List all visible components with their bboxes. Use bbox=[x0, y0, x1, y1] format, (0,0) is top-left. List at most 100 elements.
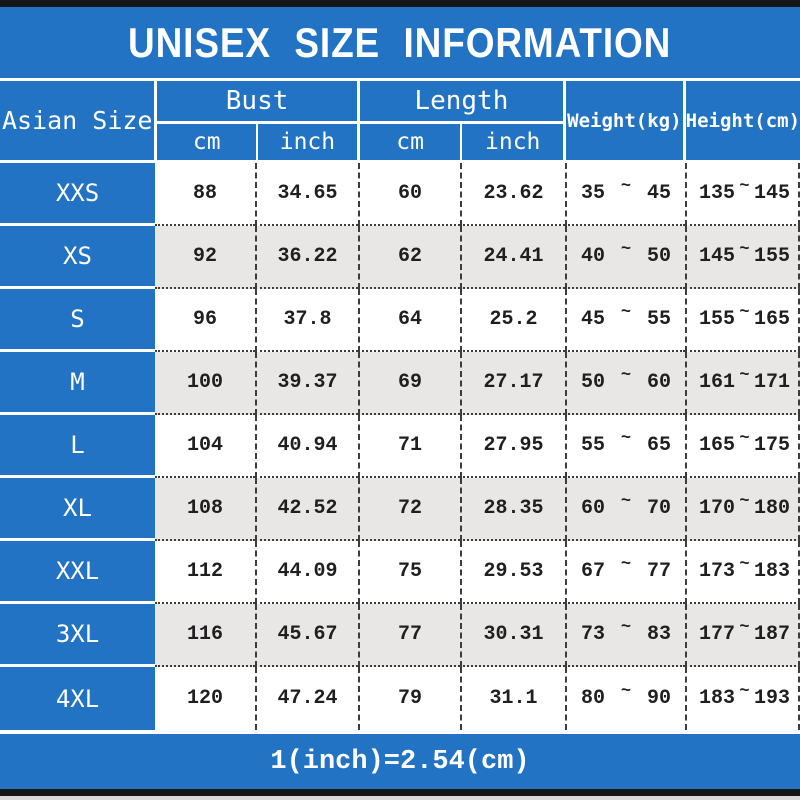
weight-max: 90 bbox=[646, 687, 671, 710]
table-row: 3XL 116 45.67 77 30.31 73 ~ 83 177 ~ 187 bbox=[0, 604, 800, 667]
weight-range-cell: 50 ~ 60 bbox=[565, 352, 685, 415]
height-range-cell: 135 ~ 145 bbox=[685, 163, 800, 226]
height-range-cell: 161 ~ 171 bbox=[685, 352, 800, 415]
weight-min: 45 bbox=[581, 308, 606, 331]
bust-header: Bust bbox=[157, 81, 357, 124]
height-min: 183 bbox=[699, 687, 736, 710]
height-min: 177 bbox=[699, 623, 736, 646]
tilde: ~ bbox=[739, 682, 750, 701]
length-cm-value: 71 bbox=[358, 415, 460, 478]
weight-min: 50 bbox=[581, 371, 606, 394]
weight-range-cell: 35 ~ 45 bbox=[565, 163, 685, 226]
bust-inch-value: 44.09 bbox=[255, 541, 358, 604]
table-row: XL 108 42.52 72 28.35 60 ~ 70 170 ~ 180 bbox=[0, 478, 800, 541]
height-max: 187 bbox=[753, 623, 790, 646]
bust-cm-value: 120 bbox=[155, 667, 255, 730]
tilde: ~ bbox=[739, 303, 750, 322]
weight-range-cell: 67 ~ 77 bbox=[565, 541, 685, 604]
weight-min: 55 bbox=[581, 434, 606, 457]
tilde: ~ bbox=[739, 618, 750, 637]
bust-cm-value: 116 bbox=[155, 604, 255, 667]
weight-max: 77 bbox=[646, 560, 671, 583]
bottom-light-strip bbox=[0, 796, 800, 800]
tilde: ~ bbox=[739, 240, 750, 259]
conversion-note: 1(inch)=2.54(cm) bbox=[270, 746, 530, 777]
page-title: UNISEX SIZE INFORMATION bbox=[128, 18, 672, 66]
height-max: 175 bbox=[753, 434, 790, 457]
bust-inch-value: 36.22 bbox=[255, 226, 358, 289]
length-inch-value: 30.31 bbox=[460, 604, 565, 667]
height-min: 165 bbox=[699, 434, 736, 457]
tilde: ~ bbox=[620, 366, 632, 385]
table-row: XS 92 36.22 62 24.41 40 ~ 50 145 ~ 155 bbox=[0, 226, 800, 289]
top-black-bar bbox=[0, 0, 800, 7]
divider bbox=[0, 78, 800, 81]
tilde: ~ bbox=[739, 177, 750, 196]
height-range-cell: 145 ~ 155 bbox=[685, 226, 800, 289]
height-max: 155 bbox=[753, 245, 790, 268]
bust-inch-value: 42.52 bbox=[255, 478, 358, 541]
tilde: ~ bbox=[620, 492, 632, 511]
weight-max: 70 bbox=[646, 497, 671, 520]
asian-size-header: Asian Size bbox=[0, 81, 155, 160]
weight-max: 55 bbox=[646, 308, 671, 331]
length-inch-value: 24.41 bbox=[460, 226, 565, 289]
tilde: ~ bbox=[620, 240, 632, 259]
size-label: XS bbox=[0, 226, 155, 289]
height-range-cell: 170 ~ 180 bbox=[685, 478, 800, 541]
weight-min: 80 bbox=[581, 687, 606, 710]
height-min: 170 bbox=[699, 497, 736, 520]
weight-max: 45 bbox=[646, 182, 671, 205]
bust-inch-value: 39.37 bbox=[255, 352, 358, 415]
height-max: 145 bbox=[753, 182, 790, 205]
table-header: Asian Size Bust cm inch Length cm inch W… bbox=[0, 81, 800, 160]
bust-inch-header: inch bbox=[256, 124, 357, 160]
bust-cm-value: 104 bbox=[155, 415, 255, 478]
height-range-cell: 173 ~ 183 bbox=[685, 541, 800, 604]
size-label: S bbox=[0, 289, 155, 352]
weight-min: 40 bbox=[581, 245, 606, 268]
weight-range-cell: 80 ~ 90 bbox=[565, 667, 685, 730]
height-min: 145 bbox=[699, 245, 736, 268]
length-cm-value: 69 bbox=[358, 352, 460, 415]
bust-header-group: Bust cm inch bbox=[154, 81, 357, 160]
bust-cm-value: 88 bbox=[155, 163, 255, 226]
weight-range-cell: 45 ~ 55 bbox=[565, 289, 685, 352]
height-max: 183 bbox=[753, 560, 790, 583]
height-min: 135 bbox=[699, 182, 736, 205]
weight-min: 67 bbox=[581, 560, 606, 583]
bust-inch-value: 45.67 bbox=[255, 604, 358, 667]
bust-cm-value: 96 bbox=[155, 289, 255, 352]
height-max: 171 bbox=[753, 371, 790, 394]
height-range-cell: 183 ~ 193 bbox=[685, 667, 800, 730]
bust-cm-header: cm bbox=[192, 129, 221, 155]
weight-max: 65 bbox=[646, 434, 671, 457]
size-label: XXL bbox=[0, 541, 155, 604]
size-label: XXS bbox=[0, 163, 155, 226]
tilde: ~ bbox=[620, 429, 632, 448]
length-cm-value: 62 bbox=[358, 226, 460, 289]
table-row: XXL 112 44.09 75 29.53 67 ~ 77 173 ~ 183 bbox=[0, 541, 800, 604]
length-cm-value: 60 bbox=[358, 163, 460, 226]
table-body: XXS 88 34.65 60 23.62 35 ~ 45 135 ~ 145 … bbox=[0, 163, 800, 730]
length-header-group: Length cm inch bbox=[356, 81, 564, 160]
tilde: ~ bbox=[620, 618, 632, 637]
table-row: 4XL 120 47.24 79 31.1 80 ~ 90 183 ~ 193 bbox=[0, 667, 800, 730]
tilde: ~ bbox=[620, 303, 632, 322]
length-inch-value: 27.95 bbox=[460, 415, 565, 478]
height-range-cell: 155 ~ 165 bbox=[685, 289, 800, 352]
height-max: 180 bbox=[753, 497, 790, 520]
bust-cm-value: 92 bbox=[155, 226, 255, 289]
size-label: XL bbox=[0, 478, 155, 541]
tilde: ~ bbox=[620, 177, 632, 196]
bust-inch-value: 37.8 bbox=[255, 289, 358, 352]
tilde: ~ bbox=[739, 366, 750, 385]
height-min: 173 bbox=[699, 560, 736, 583]
title-band: UNISEX SIZE INFORMATION bbox=[0, 7, 800, 78]
tilde: ~ bbox=[739, 492, 750, 511]
table-row: L 104 40.94 71 27.95 55 ~ 65 165 ~ 175 bbox=[0, 415, 800, 478]
height-min: 161 bbox=[699, 371, 736, 394]
height-max: 165 bbox=[753, 308, 790, 331]
height-min: 155 bbox=[699, 308, 736, 331]
